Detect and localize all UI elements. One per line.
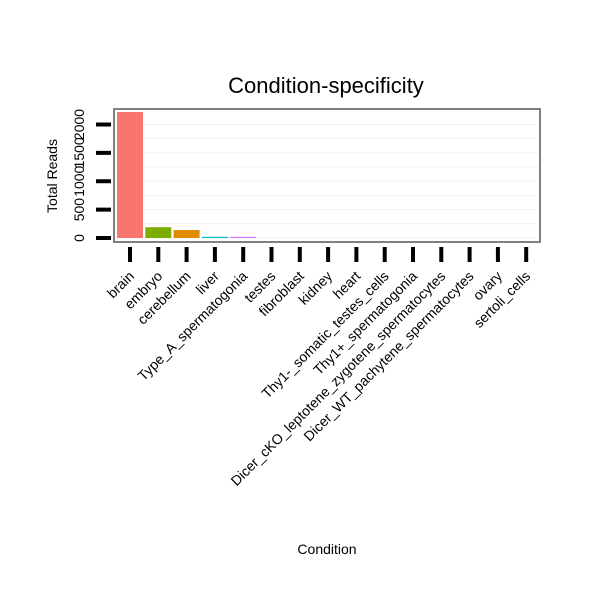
plot-panel xyxy=(113,108,541,243)
bar-brain xyxy=(117,112,143,238)
x-tick-label-dicer-cko-leptotene-zygotene-spermatocytes: Dicer_cKO_leptotene_zygotene_spermatocyt… xyxy=(227,268,448,489)
x-axis: brainembryocerebellumliverType_A_spermat… xyxy=(104,247,533,489)
y-axis-title: Total Reads xyxy=(44,139,60,213)
y-tick-label: 1500 xyxy=(71,137,87,168)
y-tick-label: 1000 xyxy=(71,165,87,196)
chart-title: Condition-specificity xyxy=(228,73,424,98)
y-tick-label: 2000 xyxy=(71,109,87,140)
bars xyxy=(117,112,257,238)
bar-embryo xyxy=(145,227,172,238)
bar-cerebellum xyxy=(173,230,200,238)
x-axis-title: Condition xyxy=(297,541,356,557)
bar-type-a-spermatogonia xyxy=(230,236,257,238)
grid-lines xyxy=(115,123,539,239)
y-tick-label: 500 xyxy=(71,198,87,222)
bar-liver xyxy=(201,236,228,238)
y-tick-label: 0 xyxy=(71,234,87,242)
